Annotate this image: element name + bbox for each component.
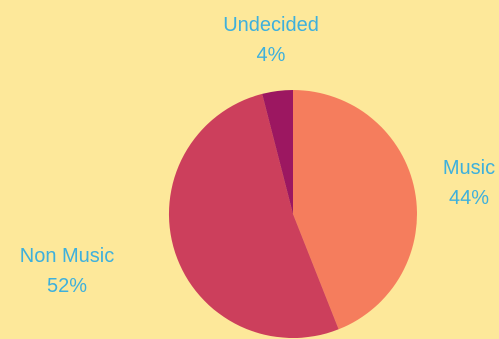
slice-name-undecided: Undecided <box>223 14 319 36</box>
slice-label-music: Music 44% <box>443 153 495 213</box>
slice-value-non-music: 52% <box>46 275 88 297</box>
slice-name-music: Music <box>442 157 496 179</box>
pie-slice-non-music <box>168 93 339 339</box>
slice-name-non-music: Non Music <box>19 245 115 267</box>
slice-label-undecided: Undecided 4% <box>223 10 319 70</box>
pie-slice-music <box>293 90 417 330</box>
slice-value-undecided: 4% <box>256 44 286 66</box>
slice-value-music: 44% <box>448 187 490 209</box>
slice-label-non-music: Non Music 52% <box>20 241 114 301</box>
pie-slice-undecided <box>262 90 293 214</box>
